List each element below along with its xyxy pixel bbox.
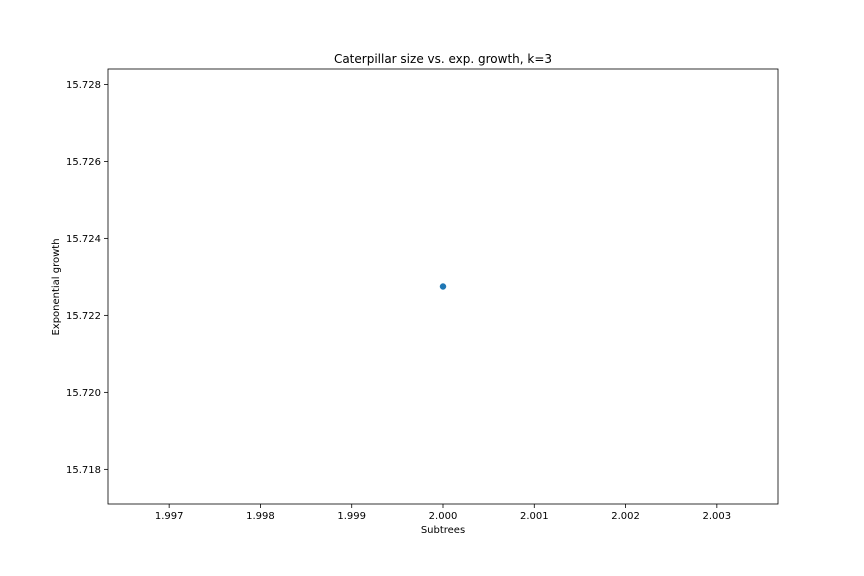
y-tick-label: 15.724 (66, 234, 101, 245)
y-tick-label: 15.722 (66, 311, 101, 322)
x-tick-label: 1.997 (155, 511, 184, 522)
x-axis-label: Subtrees (421, 525, 465, 536)
x-tick-label: 2.002 (611, 511, 640, 522)
y-axis-ticks: 15.718 15.720 15.722 15.724 15.726 15.728 (66, 80, 108, 476)
y-tick-label: 15.726 (66, 157, 101, 168)
y-tick-label: 15.720 (66, 388, 101, 399)
y-tick-label: 15.728 (66, 80, 101, 91)
x-tick-label: 1.998 (246, 511, 275, 522)
x-tick-label: 2.000 (429, 511, 458, 522)
x-axis-ticks: 1.997 1.998 1.999 2.000 2.001 2.002 2.003 (155, 504, 731, 522)
x-tick-label: 2.001 (520, 511, 549, 522)
plot-area (107, 68, 779, 505)
x-tick-label: 2.003 (703, 511, 732, 522)
y-axis-label: Exponential growth (51, 238, 62, 335)
y-tick-label: 15.718 (66, 465, 101, 476)
data-point (439, 283, 447, 290)
chart-title: Caterpillar size vs. exp. growth, k=3 (334, 52, 552, 66)
x-tick-label: 1.999 (337, 511, 366, 522)
